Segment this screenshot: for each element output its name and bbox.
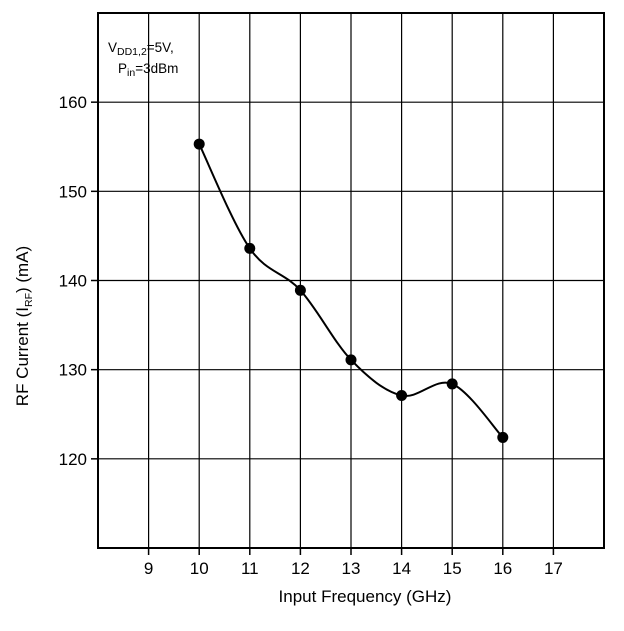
x-tick-label: 9 bbox=[144, 559, 153, 578]
data-point bbox=[345, 354, 357, 366]
y-axis-title-sub: RF bbox=[23, 293, 35, 307]
annotation-line1-main: V bbox=[108, 40, 117, 55]
x-tick-label: 16 bbox=[493, 559, 512, 578]
annotation-line1-sub: DD1,2 bbox=[117, 46, 147, 58]
y-tick-label: 160 bbox=[59, 93, 87, 112]
x-tick-label: 17 bbox=[544, 559, 563, 578]
x-tick-label: 14 bbox=[392, 559, 411, 578]
data-point bbox=[193, 138, 205, 150]
x-axis-title: Input Frequency (GHz) bbox=[279, 587, 452, 606]
data-point bbox=[294, 284, 306, 296]
x-tick-label: 13 bbox=[342, 559, 361, 578]
annotation-line2-tail: =3dBm bbox=[135, 61, 178, 76]
data-points bbox=[193, 138, 509, 443]
y-axis-ticks: 120 130 140 150 160 bbox=[59, 93, 98, 469]
y-axis-title-tail: ) (mA) bbox=[13, 246, 32, 293]
y-tick-label: 130 bbox=[59, 361, 87, 380]
data-point bbox=[244, 242, 256, 254]
data-point bbox=[396, 390, 408, 402]
annotation-line2-sub: in bbox=[127, 67, 135, 79]
svg-text:VDD1,2=5V,: VDD1,2=5V, bbox=[108, 40, 174, 58]
data-point bbox=[497, 431, 509, 443]
x-tick-label: 12 bbox=[291, 559, 310, 578]
x-tick-label: 11 bbox=[241, 559, 259, 578]
y-tick-label: 120 bbox=[59, 450, 87, 469]
y-axis-title: RF Current (IRF) (mA) bbox=[13, 246, 35, 406]
y-tick-label: 150 bbox=[59, 182, 87, 201]
annotation: VDD1,2=5V, Pin=3dBm bbox=[108, 40, 178, 79]
y-axis-title-main: RF Current (I bbox=[13, 307, 32, 406]
x-tick-label: 10 bbox=[190, 559, 209, 578]
y-tick-label: 140 bbox=[59, 272, 87, 291]
grid bbox=[98, 13, 604, 548]
x-tick-label: 15 bbox=[443, 559, 462, 578]
annotation-line2-main: P bbox=[118, 61, 127, 76]
data-point bbox=[446, 378, 458, 390]
x-axis-ticks: 9 10 11 12 13 14 15 16 17 bbox=[144, 548, 563, 578]
svg-text:Pin=3dBm: Pin=3dBm bbox=[118, 61, 178, 79]
annotation-line1-tail: =5V, bbox=[147, 40, 174, 55]
